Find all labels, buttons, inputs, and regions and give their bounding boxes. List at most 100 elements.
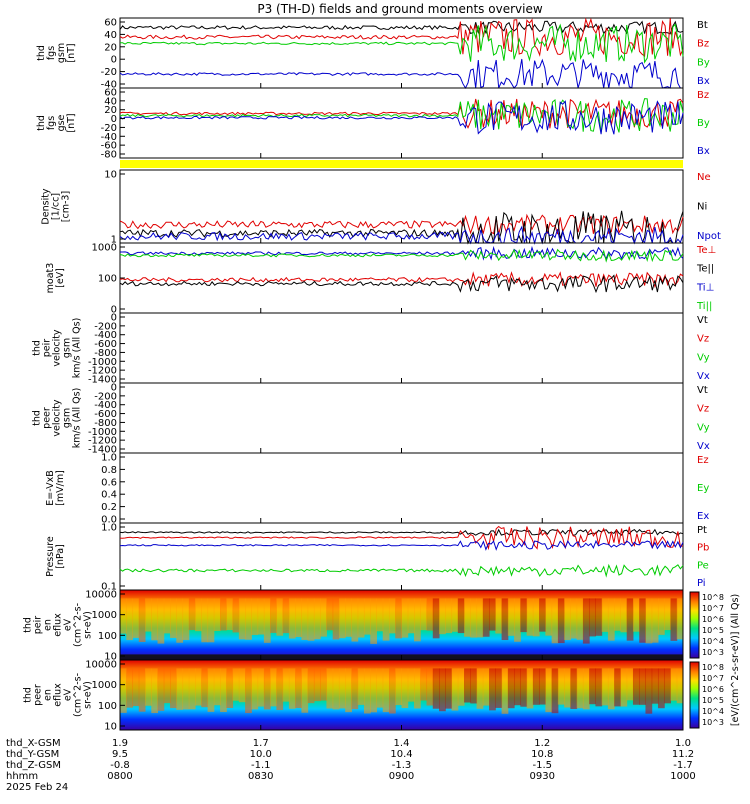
heatmap-cell	[295, 668, 302, 708]
heatmap-cell	[657, 598, 665, 635]
heatmap-cell	[551, 598, 559, 644]
heatmap-cell	[632, 598, 640, 632]
panel-efield: 1.00.80.6 0.40.2 0.0 E=-VxB [mV/m] Ez Ey Ex	[45, 452, 709, 526]
heatmap-cell	[476, 668, 484, 709]
y-tick-label: -1000	[88, 357, 117, 368]
series-line-Pi	[119, 539, 684, 551]
heatmap-cell	[257, 598, 265, 635]
legend-entry: Vy	[697, 352, 710, 363]
panel-density: 10 1 Density [1/cc] [cm-3] Ne Ni Npot	[41, 169, 721, 246]
heatmap-cell	[345, 668, 352, 713]
heatmap-cell	[370, 668, 377, 713]
heatmap-cell	[451, 668, 459, 711]
x-row-label: hhmm	[6, 771, 38, 782]
heatmap-cell	[526, 598, 534, 636]
colorbar-tick-label: 10^5	[702, 626, 724, 635]
heatmap-cell	[376, 598, 384, 632]
panel-peer_en_eflux: 10000 1000 100 10 thd peer en eflux eV (cm^2-s-sr…	[23, 659, 684, 733]
heatmap-cell	[313, 668, 321, 702]
x-tick-label: 10.0	[250, 749, 272, 760]
y-axis-label: [1/cc]	[51, 193, 62, 220]
heatmap-cell	[589, 668, 596, 705]
legend-entry: Vz	[697, 404, 709, 415]
heatmap-cell	[445, 668, 453, 709]
heatmap-cell	[145, 598, 152, 632]
x-tick-label: 0930	[530, 771, 555, 782]
series-line-Ni	[119, 210, 684, 245]
y-axis-label: [eV]	[55, 268, 66, 288]
heatmap-cell	[632, 668, 640, 705]
y-axis-label: gsm	[62, 408, 73, 428]
heatmap-cell	[376, 668, 384, 708]
heatmap-cell	[470, 668, 478, 704]
heatmap-cell	[307, 598, 315, 641]
y-tick-label: 10000	[85, 590, 117, 601]
heatmap-cell	[232, 598, 240, 633]
heatmap-cell	[207, 668, 215, 712]
y-tick-label: 0	[111, 55, 117, 66]
x-tick-label: 1.7	[253, 738, 269, 749]
heatmap-cell	[670, 598, 678, 641]
heatmap-cell	[670, 668, 678, 701]
y-tick-label: 0.2	[101, 502, 117, 513]
heatmap-cell	[220, 668, 227, 713]
y-axis-label: thd	[32, 410, 43, 426]
heatmap-cell	[464, 598, 471, 637]
x-row-label: thd_Z-GSM	[6, 760, 61, 771]
heatmap-cell	[120, 668, 127, 713]
heatmap-cell	[357, 668, 365, 705]
series-line-Ti⊥	[120, 245, 684, 261]
heatmap-cell	[288, 598, 296, 639]
y-axis-label: thd	[36, 45, 47, 61]
y-axis-label: peer	[33, 684, 44, 706]
heatmap-cell	[213, 668, 221, 706]
heatmap-cell	[363, 668, 371, 714]
heatmap-cell	[570, 598, 578, 639]
heatmap-cell	[188, 668, 196, 710]
y-tick-label: -60	[101, 141, 117, 152]
heatmap-cell	[626, 598, 634, 641]
y-tick-label: 1000	[92, 680, 117, 691]
y-tick-label: -400	[94, 330, 117, 341]
y-axis-label: gse	[56, 114, 67, 131]
x-tick-label: -1.5	[532, 760, 552, 771]
heatmap-cell	[207, 598, 215, 643]
heatmap-cell	[482, 598, 490, 637]
y-tick-label: -40	[101, 80, 117, 91]
heatmap-cell	[539, 668, 546, 705]
y-tick-label: -20	[101, 67, 117, 78]
heatmap-cell	[245, 598, 252, 640]
colorbar	[689, 661, 700, 729]
panel-frame	[119, 87, 684, 159]
legend-entry: Bz	[697, 39, 709, 50]
y-axis-label: eflux	[53, 613, 64, 637]
heatmap-cell	[439, 598, 446, 635]
heatmap-cell	[520, 598, 528, 633]
y-tick-label: 0.4	[101, 490, 117, 501]
heatmap-cell	[457, 668, 465, 706]
heatmap-cell	[676, 598, 684, 640]
heatmap-cell	[470, 598, 478, 638]
colorbar	[689, 591, 700, 659]
y-tick-label: 60	[104, 18, 117, 29]
legend-entry: Ti||	[696, 301, 712, 312]
panel-frame	[119, 382, 684, 454]
legend-entry: Pe	[697, 560, 709, 571]
heatmap-cell	[426, 598, 434, 631]
heatmap-cell	[170, 598, 177, 638]
heatmap-cell	[401, 668, 409, 709]
y-tick-label: -20	[101, 123, 117, 134]
legend-entry: Vy	[697, 422, 710, 433]
y-axis-label: Pressure	[45, 536, 56, 577]
heatmap-cell	[201, 668, 209, 708]
heatmap-cell	[507, 598, 515, 636]
y-tick-label: -200	[94, 321, 117, 332]
heatmap-cell	[307, 668, 315, 704]
y-tick-label: 10	[104, 652, 117, 663]
colorbar-tick-label: 10^3	[702, 718, 724, 727]
y-tick-label: -1200	[88, 366, 117, 377]
x-tick-label: 9.5	[112, 749, 128, 760]
legend-entry: Vx	[697, 441, 710, 452]
heatmap-cell	[251, 668, 259, 710]
